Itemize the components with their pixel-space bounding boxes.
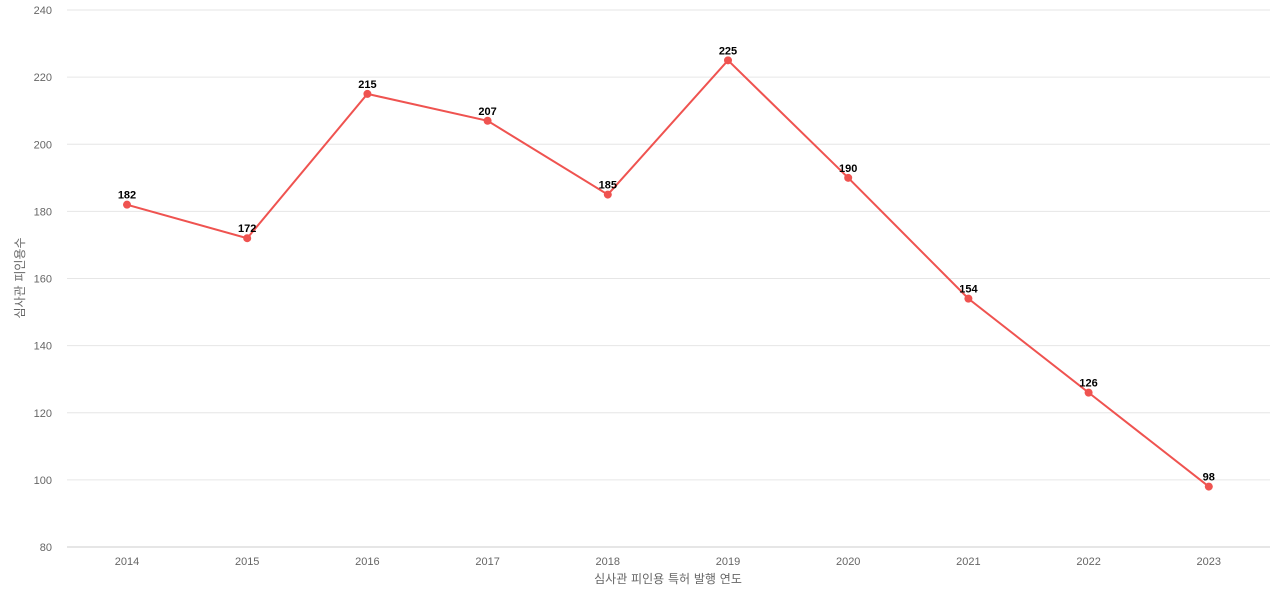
data-labels: 182 172 215 207 185 225 190 154 126 98 [118,45,1215,483]
x-tick-label: 2020 [836,556,860,568]
data-point[interactable] [844,173,853,182]
series-line [126,58,1210,488]
x-tick-label: 2014 [115,556,139,568]
x-tick-label: 2016 [355,556,379,568]
x-tick-label: 2019 [716,556,740,568]
x-tick-label: 2015 [235,556,259,568]
x-tick-label: 2018 [596,556,620,568]
data-point[interactable] [243,234,252,243]
x-tick-label: 2017 [475,556,499,568]
y-tick-label: 220 [34,72,52,84]
y-axis-title: 심사관 피인용수 [13,237,27,318]
data-label: 190 [839,163,857,175]
y-axis-ticks: 80 100 120 140 160 180 200 220 240 [34,5,52,554]
data-label: 126 [1079,378,1097,390]
data-label: 182 [118,190,136,202]
data-point[interactable] [123,200,131,209]
data-label: 98 [1203,472,1215,484]
gridlines [67,9,1270,548]
y-tick-label: 180 [34,206,52,218]
data-point[interactable] [603,190,612,199]
x-axis-title: 심사관 피인용 특허 발행 연도 [594,571,742,586]
data-label: 172 [238,223,256,235]
data-point[interactable] [483,116,492,125]
data-label: 207 [478,106,496,118]
data-point[interactable] [964,294,973,303]
y-tick-label: 200 [34,139,52,151]
x-tick-label: 2023 [1197,556,1221,568]
data-label: 225 [719,45,737,57]
data-label: 185 [599,180,617,192]
data-point[interactable] [363,89,372,98]
y-tick-label: 100 [34,475,52,487]
x-tick-label: 2022 [1076,556,1100,568]
x-axis-ticks: 2014 2015 2016 2017 2018 2019 2020 2021 2022 2023 [115,556,1221,568]
y-tick-label: 120 [34,408,52,420]
y-tick-label: 240 [34,5,52,17]
data-point[interactable] [724,56,732,65]
x-tick-label: 2021 [956,556,980,568]
series-group [123,56,1213,491]
y-tick-label: 80 [40,542,52,554]
data-point[interactable] [1084,388,1093,397]
data-label: 154 [959,284,978,296]
data-label: 215 [358,79,376,91]
y-tick-label: 140 [34,341,52,353]
y-tick-label: 160 [34,274,52,286]
data-point[interactable] [1204,482,1213,491]
